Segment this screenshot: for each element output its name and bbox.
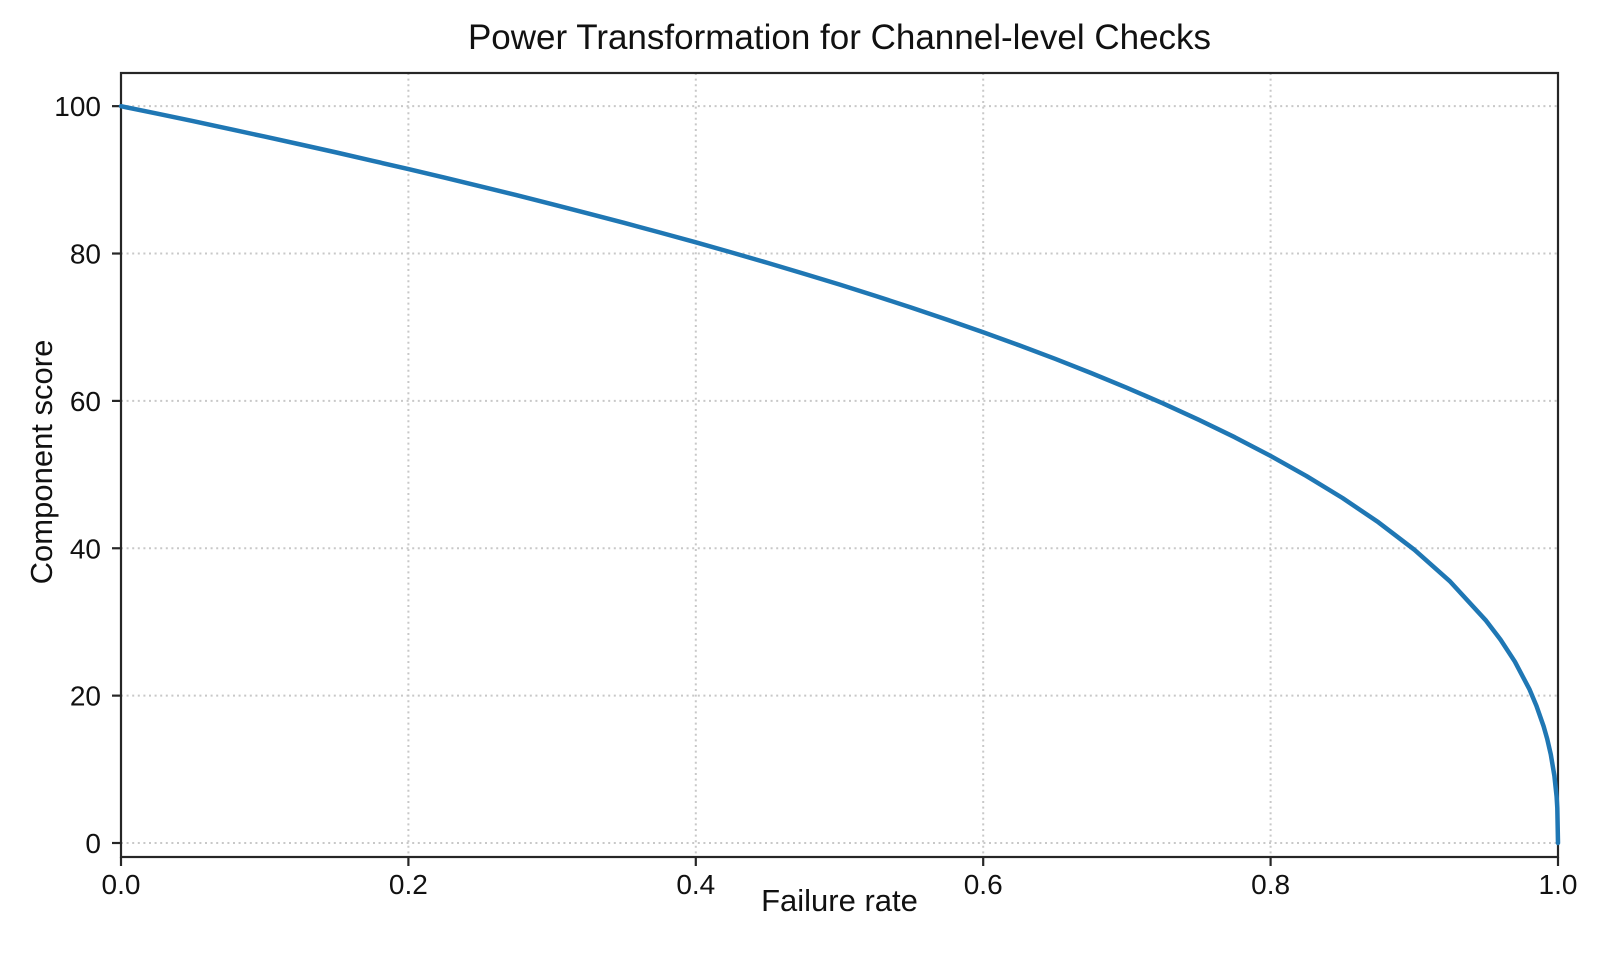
y-tick-label: 80 [70, 239, 101, 270]
tick-labels: 0.0 0.2 0.4 0.6 0.8 1.0 0 20 40 60 80 100 [54, 91, 1577, 900]
y-tick-label: 20 [70, 681, 101, 712]
y-tick-label: 40 [70, 533, 101, 564]
chart-title: Power Transformation for Channel-level C… [467, 18, 1212, 57]
x-tick-label: 0.6 [964, 869, 1003, 900]
x-tick-label: 1.0 [1539, 869, 1578, 900]
x-tick-label: 0.0 [102, 869, 141, 900]
plot-border [119, 71, 1560, 859]
tick-marks [112, 105, 1560, 866]
gridlines [120, 73, 1559, 857]
y-tick-label: 0 [85, 828, 101, 859]
x-tick-label: 0.4 [676, 869, 715, 900]
x-axis-label: Failure rate [761, 883, 918, 918]
series-line-component-score [118, 103, 1561, 846]
x-tick-label: 0.2 [389, 869, 428, 900]
x-tick-label: 0.8 [1251, 869, 1290, 900]
y-tick-label: 60 [70, 386, 101, 417]
y-tick-label: 100 [54, 91, 101, 122]
